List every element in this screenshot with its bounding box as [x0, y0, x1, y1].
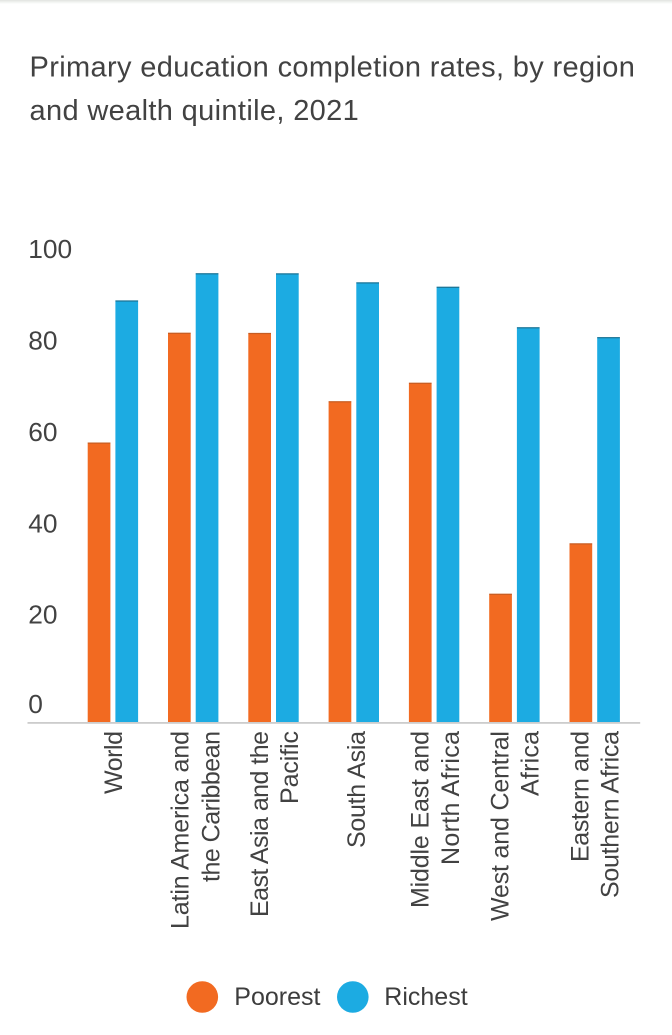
svg-text:East Asia and the: East Asia and the [246, 731, 274, 917]
svg-text:Pacific: Pacific [276, 731, 304, 804]
svg-text:World: World [100, 731, 128, 794]
svg-text:West and Central: West and Central [486, 731, 514, 921]
svg-text:20: 20 [28, 599, 57, 629]
svg-text:Latin America and: Latin America and [166, 731, 194, 929]
svg-text:Primary education completion r: Primary education completion rates, by r… [30, 52, 636, 84]
svg-text:Richest: Richest [384, 983, 467, 1011]
svg-text:the Caribbean: the Caribbean [198, 731, 226, 882]
svg-text:South Asia: South Asia [343, 731, 371, 848]
svg-text:Southern Africa: Southern Africa [597, 731, 625, 898]
svg-text:North Africa: North Africa [437, 731, 465, 865]
svg-text:80: 80 [28, 325, 57, 355]
svg-text:Poorest: Poorest [234, 983, 320, 1011]
svg-text:Middle East and: Middle East and [406, 731, 434, 908]
svg-text:40: 40 [28, 508, 57, 538]
svg-text:0: 0 [28, 689, 43, 719]
svg-text:60: 60 [28, 417, 57, 447]
svg-text:and wealth quintile, 2021: and wealth quintile, 2021 [30, 95, 360, 127]
svg-text:100: 100 [28, 234, 72, 264]
svg-text:Africa: Africa [517, 731, 545, 796]
svg-text:Eastern and: Eastern and [566, 731, 594, 862]
